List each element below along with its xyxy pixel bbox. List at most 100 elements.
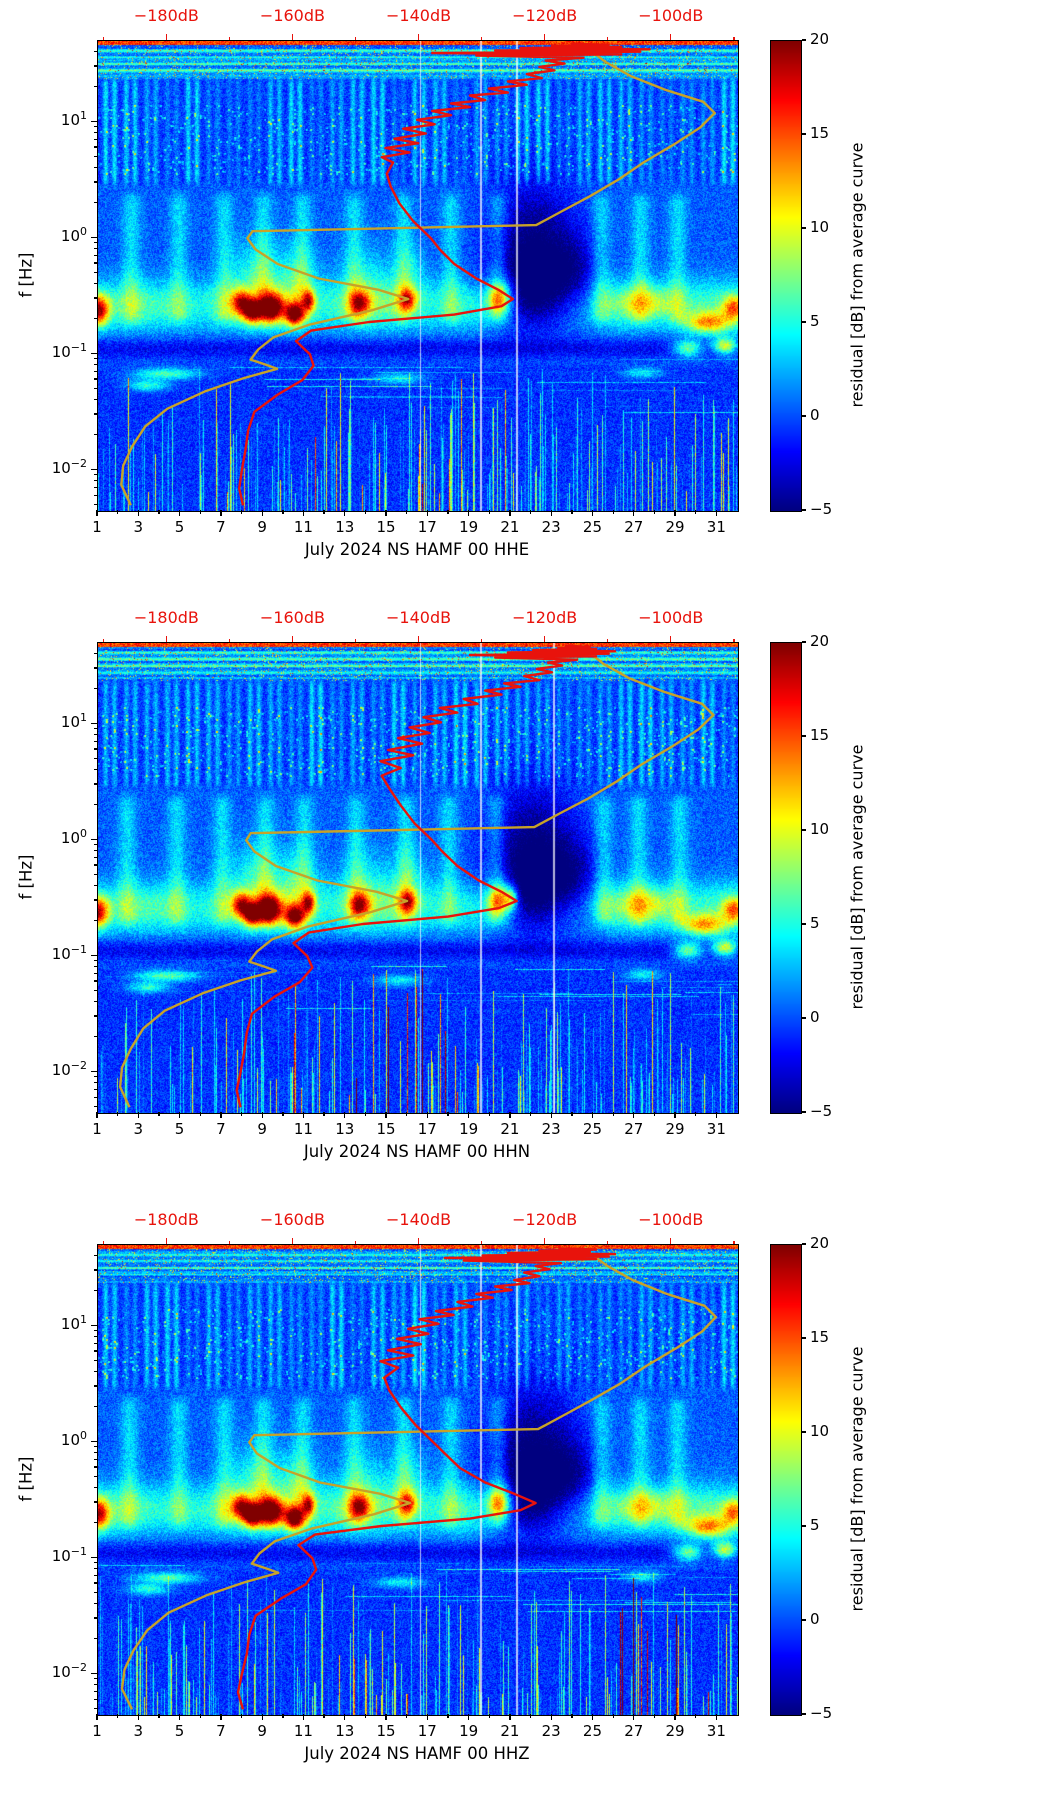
x-axis-minor-tick — [447, 1714, 449, 1718]
y-axis-minor-tick — [93, 740, 97, 742]
y-axis-minor-tick — [93, 667, 97, 669]
top-axis-minor-tick — [354, 36, 357, 40]
x-axis-tick — [509, 1714, 511, 1720]
x-tick-label: 21 — [500, 518, 520, 536]
y-axis-minor-tick — [93, 271, 97, 273]
x-axis-minor-tick — [240, 1112, 243, 1116]
y-axis-minor-tick — [93, 1289, 97, 1291]
x-tick-label: 19 — [459, 1722, 479, 1740]
y-axis-minor-tick — [93, 803, 97, 806]
colorbar-tick-label: 15 — [810, 1328, 830, 1346]
x-axis-tick — [261, 1112, 263, 1118]
x-axis-tick — [302, 510, 305, 516]
current-psd-curve — [235, 644, 617, 1108]
y-axis-minor-tick — [93, 1475, 97, 1477]
top-axis-minor-tick — [102, 638, 104, 642]
x-tick-label: 5 — [174, 518, 185, 536]
x-axis-tick — [385, 1714, 387, 1720]
y-axis-tick — [91, 1324, 97, 1326]
x-tick-label: 9 — [257, 1722, 267, 1740]
y-axis-minor-tick — [93, 687, 97, 689]
colorbar-tick-label: 10 — [810, 1422, 830, 1440]
psd-curves-overlay — [118, 644, 715, 1108]
y-axis-minor-tick — [93, 387, 97, 389]
y-axis-minor-tick — [93, 864, 97, 866]
x-axis-minor-tick — [364, 1714, 367, 1718]
colorbar-tick — [802, 509, 806, 511]
top-axis-label: −100dB — [638, 1210, 704, 1229]
colorbar-tick-label: 5 — [810, 1516, 820, 1534]
spectrogram-heatmap — [98, 1245, 738, 1715]
y-axis-minor-tick — [93, 1370, 97, 1373]
y-axis-minor-tick — [93, 282, 97, 285]
x-axis-tick — [550, 1112, 552, 1118]
x-axis-tick — [633, 1714, 635, 1720]
y-tick-label: 101 — [60, 711, 87, 732]
x-tick-label: 15 — [376, 518, 396, 536]
y-axis-minor-tick — [93, 1000, 97, 1003]
top-axis-label: −160dB — [259, 1210, 325, 1229]
y-axis-minor-tick — [93, 146, 97, 148]
baseline-psd-curve — [120, 1246, 718, 1710]
y-axis-minor-tick — [93, 297, 97, 299]
y-axis-tick — [91, 722, 97, 724]
top-axis-label: −120dB — [512, 1210, 578, 1229]
top-axis-label: −120dB — [512, 608, 578, 627]
top-axis-minor-tick — [481, 1240, 483, 1244]
x-axis-minor-tick — [240, 510, 243, 514]
y-axis-minor-tick — [93, 1637, 97, 1640]
x-axis-tick — [468, 510, 470, 516]
x-tick-label: 29 — [665, 1120, 685, 1138]
x-axis-tick — [509, 1112, 511, 1118]
colorbar-tick — [802, 1713, 806, 1715]
y-axis-minor-tick — [93, 1690, 97, 1693]
colorbar — [770, 642, 802, 1114]
x-axis-tick — [509, 510, 511, 516]
y-axis-minor-tick — [93, 843, 97, 846]
top-axis-tick — [670, 1238, 672, 1244]
top-axis-tick — [291, 1238, 294, 1244]
colorbar-label: residual [dB] from average curve — [847, 744, 867, 1010]
y-axis-minor-tick — [93, 1105, 97, 1107]
x-tick-label: 13 — [335, 518, 355, 536]
y-axis-tick — [91, 236, 97, 238]
colorbar-tick — [802, 415, 806, 417]
current-psd-curve — [238, 42, 651, 506]
x-axis-minor-tick — [447, 510, 449, 514]
y-axis-minor-tick — [93, 378, 97, 380]
top-axis-minor-tick — [733, 1240, 735, 1244]
top-axis-label: −140dB — [386, 1210, 452, 1229]
x-axis-minor-tick — [364, 1112, 367, 1116]
x-axis-tick — [715, 510, 718, 516]
y-axis-minor-tick — [93, 989, 97, 991]
x-tick-label: 5 — [174, 1120, 185, 1138]
x-tick-label: 31 — [706, 518, 726, 536]
y-axis-minor-tick — [93, 972, 97, 974]
y-axis-minor-tick — [93, 652, 97, 655]
x-axis-tick — [385, 510, 387, 516]
y-axis-minor-tick — [93, 1451, 97, 1454]
colorbar-tick — [802, 227, 806, 229]
x-axis-tick — [344, 1112, 346, 1118]
x-axis-minor-tick — [158, 1714, 160, 1718]
x-tick-label: 27 — [624, 518, 644, 536]
x-tick-label: 23 — [541, 518, 561, 536]
top-axis-tick — [165, 34, 168, 40]
y-tick-label: 10−2 — [51, 457, 87, 478]
top-axis-minor-tick — [102, 1240, 104, 1244]
y-tick-label: 10−1 — [51, 943, 87, 964]
baseline-psd-curve — [120, 42, 716, 506]
y-axis-minor-tick — [93, 413, 97, 415]
x-axis-minor-tick — [282, 1112, 284, 1116]
top-axis-minor-tick — [354, 638, 357, 642]
x-axis-tick — [137, 1714, 139, 1720]
x-tick-label: 13 — [335, 1120, 355, 1138]
plot-area — [97, 1244, 739, 1716]
y-axis-minor-tick — [93, 1602, 97, 1605]
top-axis-label: −180dB — [133, 6, 199, 25]
y-axis-minor-tick — [93, 1684, 97, 1686]
x-axis-tick — [426, 510, 429, 516]
y-axis-minor-tick — [93, 480, 97, 482]
spectrogram-heatmap — [98, 643, 738, 1113]
